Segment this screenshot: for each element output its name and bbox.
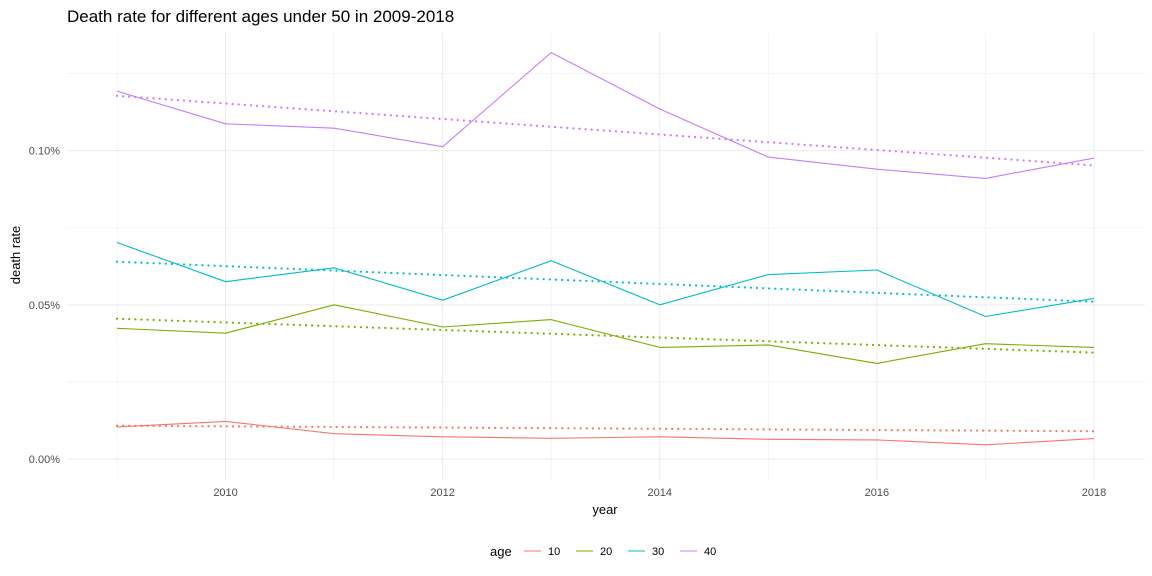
legend-label-age-20: 20 [600, 546, 612, 558]
x-axis-ticks: 2010 2012 2014 2016 2018 [213, 487, 1106, 499]
trend-line-age-20 [115, 317, 1096, 354]
series-line-age-10 [116, 420, 1095, 446]
y-axis-title: death rate [8, 226, 23, 285]
x-tick-label: 2016 [865, 487, 889, 499]
y-tick-label: 0.10% [29, 146, 60, 158]
legend: age 10 20 30 40 [490, 544, 716, 559]
y-axis-ticks: 0.00% 0.05% 0.10% [29, 146, 60, 466]
gridlines [67, 33, 1145, 480]
x-axis-title: year [592, 502, 618, 517]
y-tick-label: 0.00% [29, 454, 60, 466]
legend-label-age-40: 40 [704, 546, 716, 558]
x-tick-label: 2010 [213, 487, 237, 499]
series-line-age-30 [116, 241, 1095, 318]
trend-line-age-10 [115, 424, 1096, 433]
x-tick-label: 2014 [648, 487, 672, 499]
trend-lines [115, 94, 1096, 433]
x-tick-label: 2012 [430, 487, 454, 499]
legend-label-age-10: 10 [548, 546, 560, 558]
series-lines [116, 52, 1095, 446]
x-tick-label: 2018 [1082, 487, 1106, 499]
legend-title: age [490, 544, 512, 559]
trend-line-age-30 [115, 260, 1096, 303]
chart-title: Death rate for different ages under 50 i… [67, 7, 454, 26]
series-line-age-40 [116, 52, 1095, 179]
legend-label-age-30: 30 [652, 546, 664, 558]
y-tick-label: 0.05% [29, 300, 60, 312]
series-line-age-20 [116, 304, 1095, 364]
